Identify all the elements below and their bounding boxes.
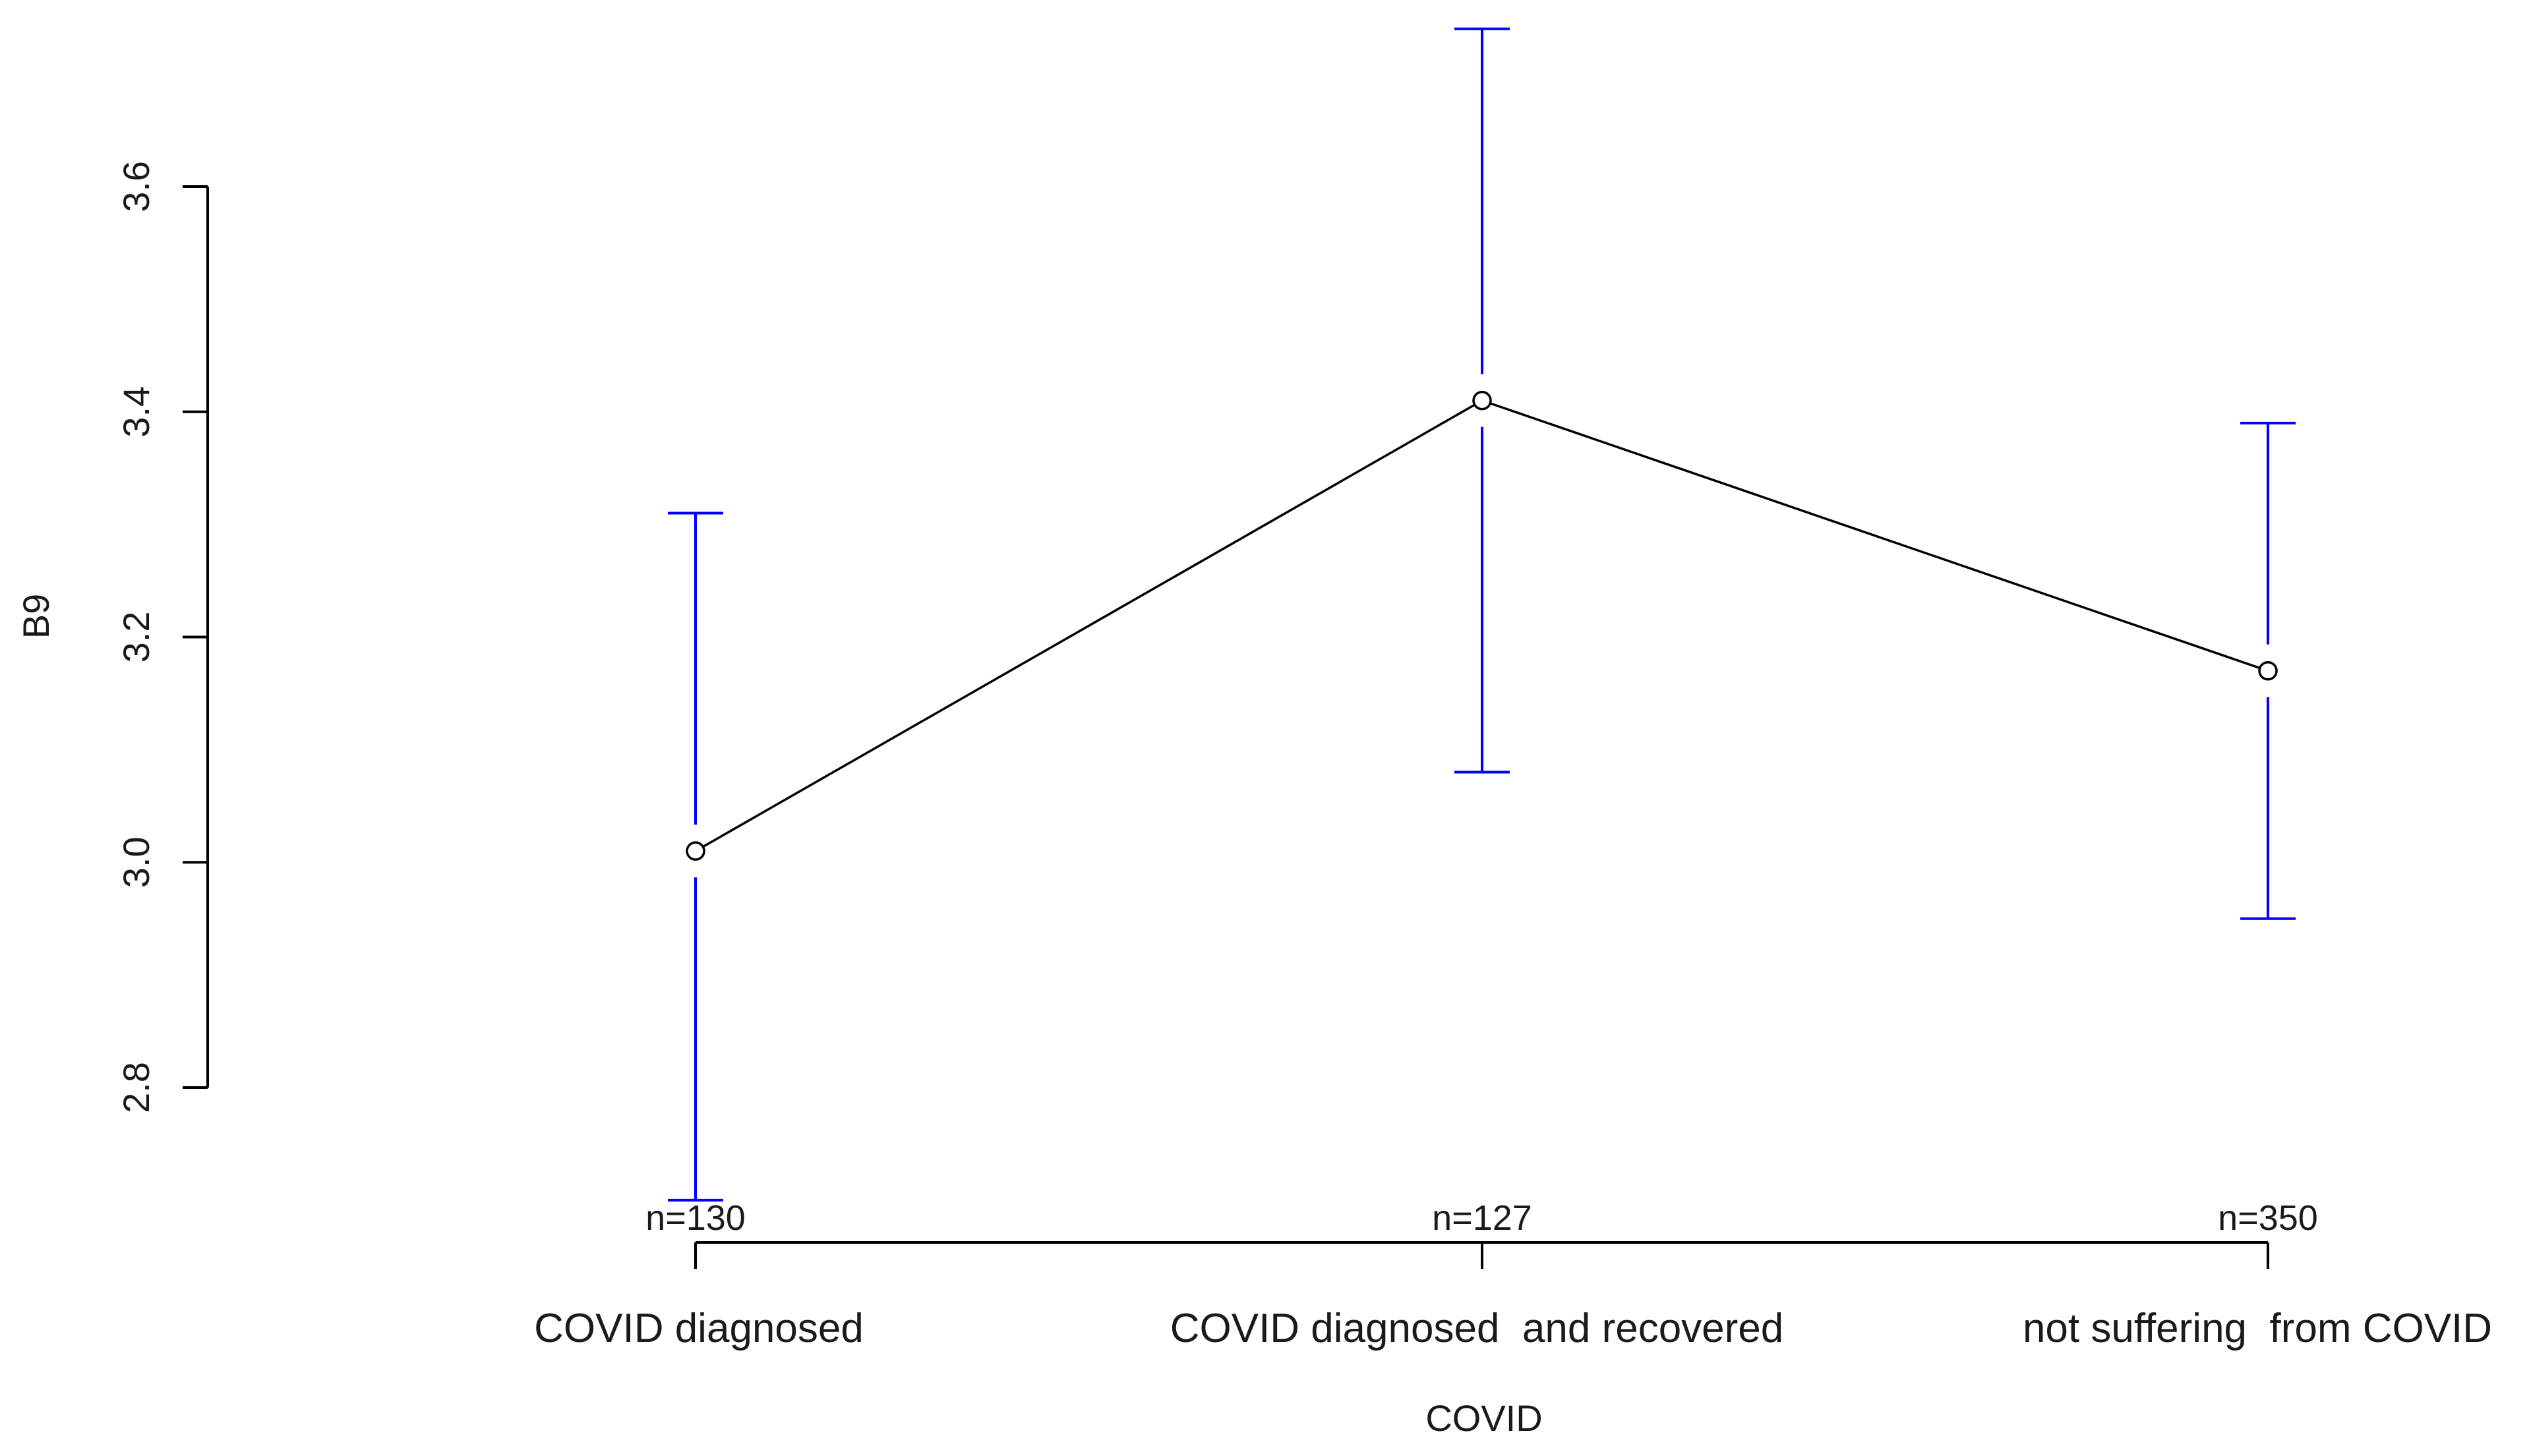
series-line-segment bbox=[702, 403, 1475, 848]
labels: n=130 n=127 n=350 COVID diagnosed COVID diag… bbox=[15, 594, 2492, 1439]
x-category-label: COVID diagnosed and recovered bbox=[1170, 1306, 1784, 1351]
data-point bbox=[2258, 661, 2278, 681]
points bbox=[686, 390, 2278, 861]
series-line-segment bbox=[1489, 402, 2261, 670]
series-line-group bbox=[702, 402, 2261, 848]
x-category-label: not suffering from COVID bbox=[2023, 1306, 2492, 1351]
sample-size-label: n=127 bbox=[1432, 1198, 1532, 1238]
x-axis bbox=[694, 1241, 2269, 1269]
x-category-label: COVID diagnosed bbox=[534, 1306, 864, 1351]
data-point bbox=[1472, 390, 1492, 411]
y-tick-label: 2.8 bbox=[115, 1062, 157, 1113]
sample-size-label: n=350 bbox=[2218, 1198, 2318, 1238]
y-tick-label: 3.4 bbox=[115, 386, 157, 438]
y-tick-label: 3.2 bbox=[115, 612, 157, 663]
sample-size-label: n=130 bbox=[645, 1198, 746, 1238]
error-bars bbox=[668, 27, 2296, 1202]
x-axis-title: COVID bbox=[1425, 1397, 1542, 1439]
y-axis: 2.8 3.0 3.2 3.4 3.6 bbox=[115, 161, 209, 1113]
y-tick-label: 3.6 bbox=[115, 161, 157, 212]
y-tick-label: 3.0 bbox=[115, 836, 157, 888]
y-axis-title: B9 bbox=[15, 594, 57, 639]
data-point bbox=[686, 841, 705, 861]
